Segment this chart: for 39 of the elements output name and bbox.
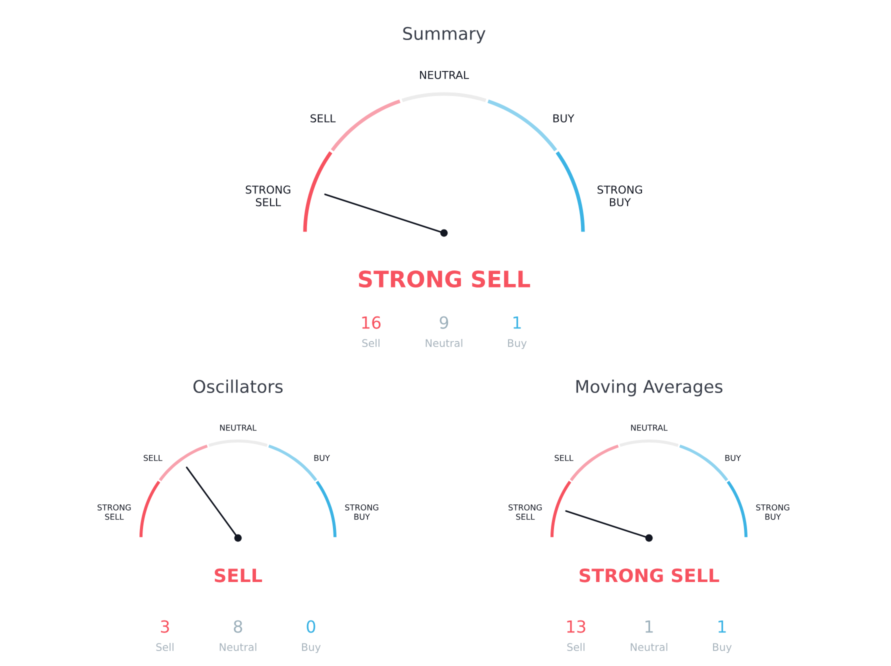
- slice-label: STRONG SELL: [98, 504, 131, 520]
- text: STRONG SELL: [358, 270, 530, 288]
- slice-label: BUY: [725, 454, 741, 461]
- text: Sell: [567, 642, 584, 652]
- text: Buy: [508, 339, 527, 350]
- text: Neutral: [220, 642, 256, 652]
- text: SELL: [214, 568, 262, 582]
- text: STRONG SELL: [580, 568, 720, 582]
- slice-label: SELL: [310, 114, 336, 122]
- chart-title: Oscillators: [193, 380, 283, 394]
- text: Buy: [713, 643, 732, 654]
- slice-label: STRONG SELL: [508, 504, 542, 520]
- slice-label: BUY: [314, 454, 330, 461]
- text: 0: [306, 620, 316, 633]
- slice-label: STRONG SELL: [246, 186, 290, 206]
- slice-label: STRONG BUY: [756, 504, 790, 520]
- slice-label: NEUTRAL: [420, 71, 469, 80]
- text: Sell: [362, 338, 380, 348]
- slice-label: BUY: [553, 114, 574, 122]
- chart-title: Moving Averages: [576, 380, 722, 396]
- text: 13: [567, 620, 586, 633]
- text: 3: [160, 620, 169, 633]
- slice-label: NEUTRAL: [631, 424, 668, 431]
- chart-title: Summary: [403, 26, 486, 44]
- slice-label: STRONG BUY: [345, 504, 378, 520]
- text: 1: [718, 620, 726, 633]
- slice-label: NEUTRAL: [220, 424, 257, 431]
- text: 8: [234, 620, 242, 633]
- text: 1: [646, 620, 653, 633]
- text: Sell: [156, 642, 174, 652]
- text: Neutral: [426, 338, 462, 348]
- slice-label: STRONG BUY: [598, 186, 642, 206]
- slice-label: SELL: [554, 454, 574, 461]
- text: Neutral: [630, 642, 668, 652]
- text: Buy: [302, 643, 321, 654]
- text: 9: [440, 316, 448, 329]
- slice-label: SELL: [144, 454, 162, 461]
- text: 16: [362, 316, 381, 329]
- text: 1: [514, 316, 521, 329]
